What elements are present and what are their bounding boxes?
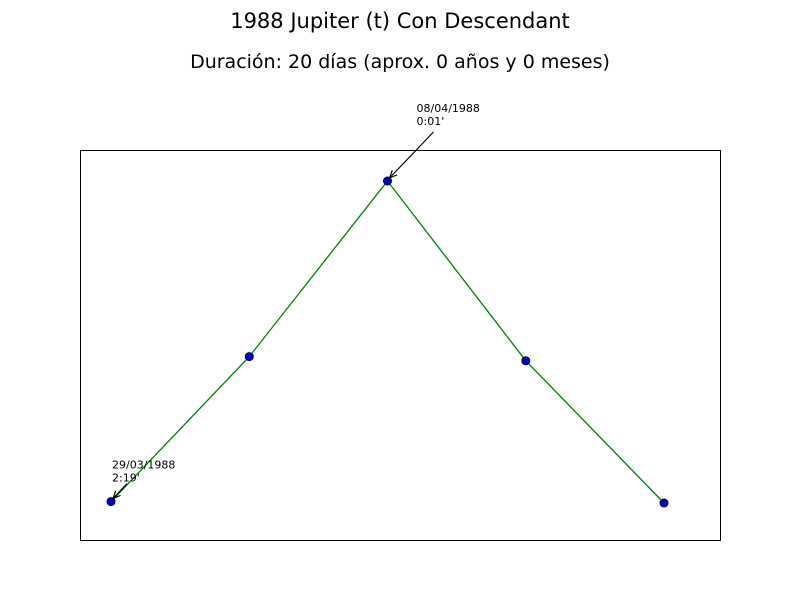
annotation-orb: 0:01' — [417, 115, 445, 128]
annotation-date: 29/03/1988 — [112, 459, 175, 472]
annotation-arrow — [113, 483, 128, 499]
chart-subtitle: Duración: 20 días (aprox. 0 años y 0 mes… — [190, 51, 610, 73]
series-line — [110, 179, 665, 504]
data-point — [244, 352, 254, 362]
data-point — [106, 497, 116, 507]
series-layer — [110, 179, 665, 504]
data-point — [383, 176, 392, 186]
plot-area-frame — [80, 150, 721, 541]
annotation-orb: 2:19' — [112, 472, 140, 485]
data-point — [521, 356, 531, 366]
annotation-date: 08/04/1988 — [417, 102, 480, 115]
annotation-arrow — [390, 131, 434, 178]
data-point — [659, 498, 669, 508]
chart-title: 1988 Jupiter (t) Con Descendant — [230, 9, 570, 33]
marker-layer — [106, 176, 669, 508]
